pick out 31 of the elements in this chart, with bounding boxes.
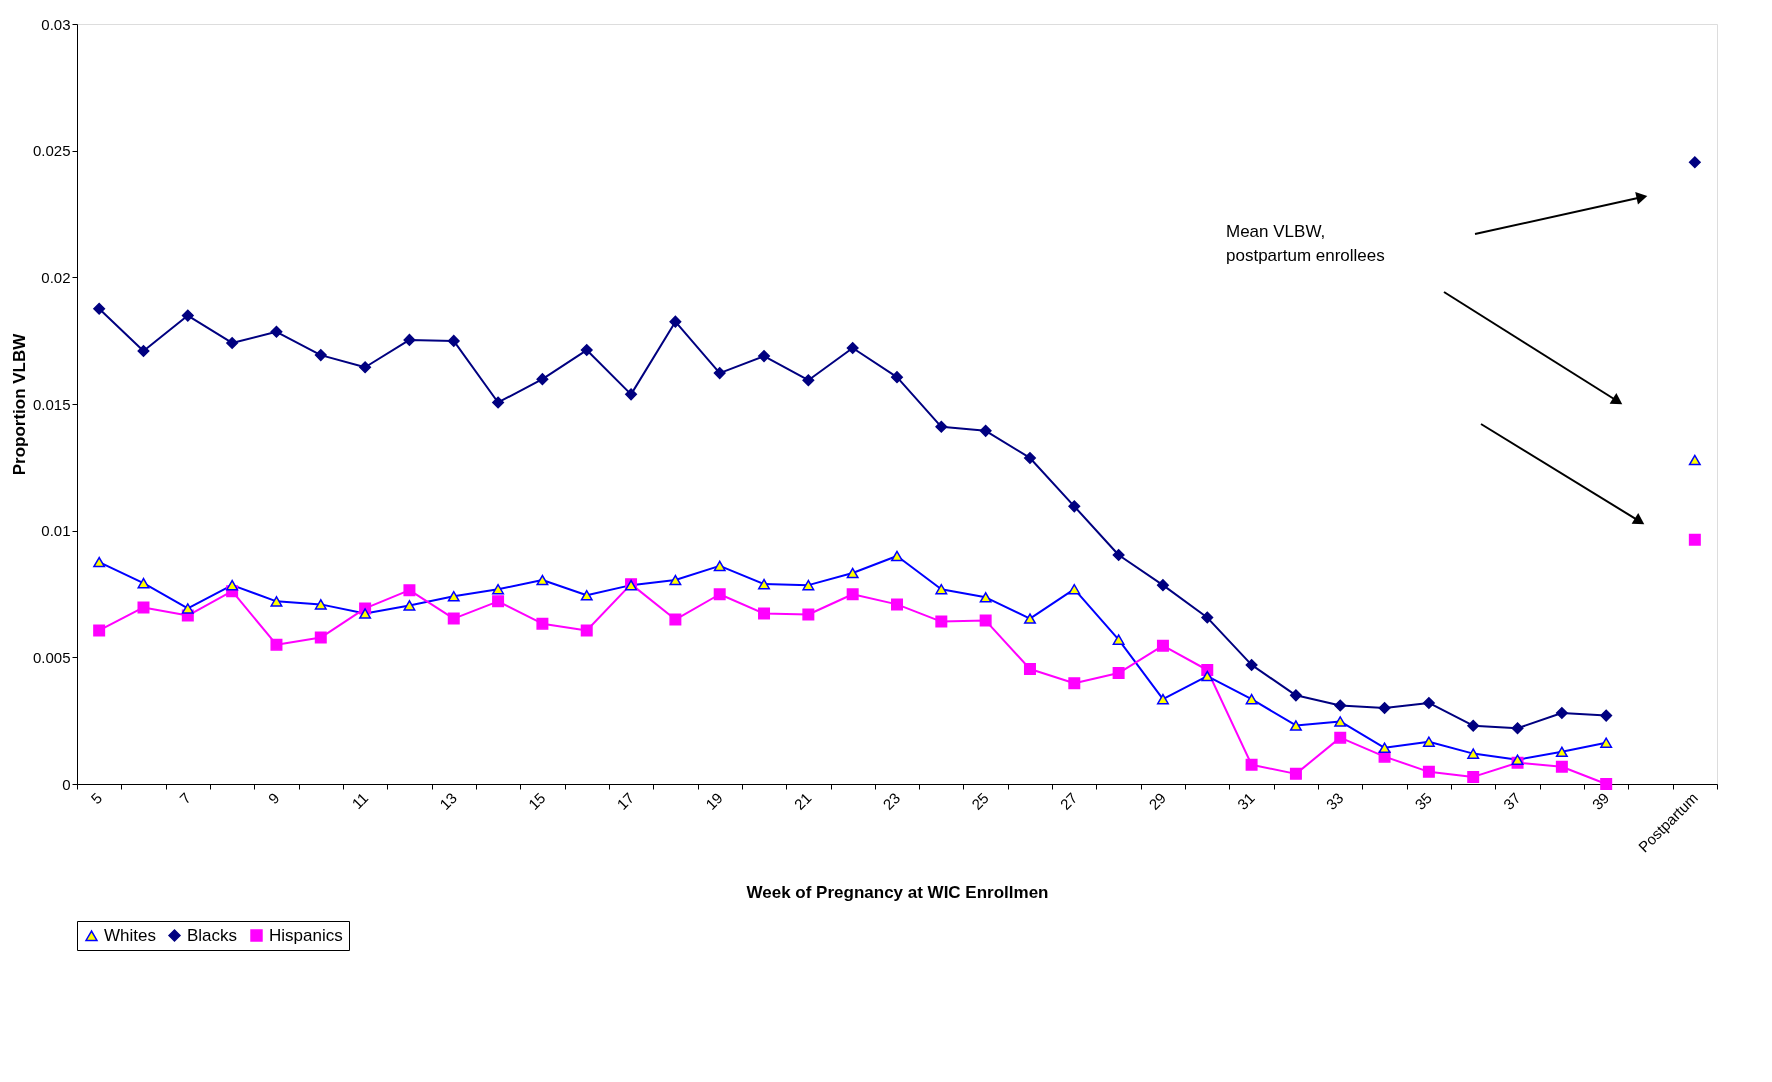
legend-label: Blacks	[187, 925, 238, 945]
y-tick-label: 0.025	[32, 142, 71, 160]
x-tick-label: 29	[1145, 789, 1170, 813]
y-tick-label: 0.01	[41, 522, 71, 540]
x-tick-label: 5	[87, 789, 106, 808]
x-tick-label: 13	[436, 789, 460, 813]
x-tick-label: 7	[176, 789, 194, 808]
x-tick-label: 35	[1411, 789, 1436, 813]
y-tick-label: 0.03	[41, 15, 71, 33]
legend-label: Whites	[104, 925, 156, 945]
x-tick-label: 15	[524, 789, 549, 813]
x-tick-label: 27	[1056, 789, 1081, 813]
x-tick-label: 31	[1233, 789, 1258, 813]
x-tick-label: 23	[879, 789, 904, 813]
x-tick-label: 39	[1588, 789, 1613, 813]
annotation: Mean VLBW, postpartum enrollees	[1226, 222, 1385, 265]
x-tick-label: 9	[264, 789, 283, 808]
y-axis-title: Proportion VLBW	[9, 332, 29, 476]
y-tick-label: 0.005	[32, 648, 71, 666]
x-tick-label: 25	[967, 789, 992, 813]
x-tick-label: 21	[790, 789, 815, 813]
y-tick-label: 0	[62, 775, 71, 793]
x-tick-label: 17	[613, 789, 638, 813]
y-tick-label: 0.015	[32, 395, 71, 413]
x-tick-label: 19	[702, 789, 726, 813]
y-tick-label: 0.02	[41, 268, 71, 286]
x-tick-label: 11	[348, 789, 372, 813]
x-tick-label: 33	[1322, 789, 1347, 813]
legend-label: Hispanics	[269, 925, 343, 945]
x-axis-title: Week of Pregnancy at WIC Enrollmen	[746, 883, 1049, 903]
x-tick-label: 37	[1499, 789, 1524, 813]
